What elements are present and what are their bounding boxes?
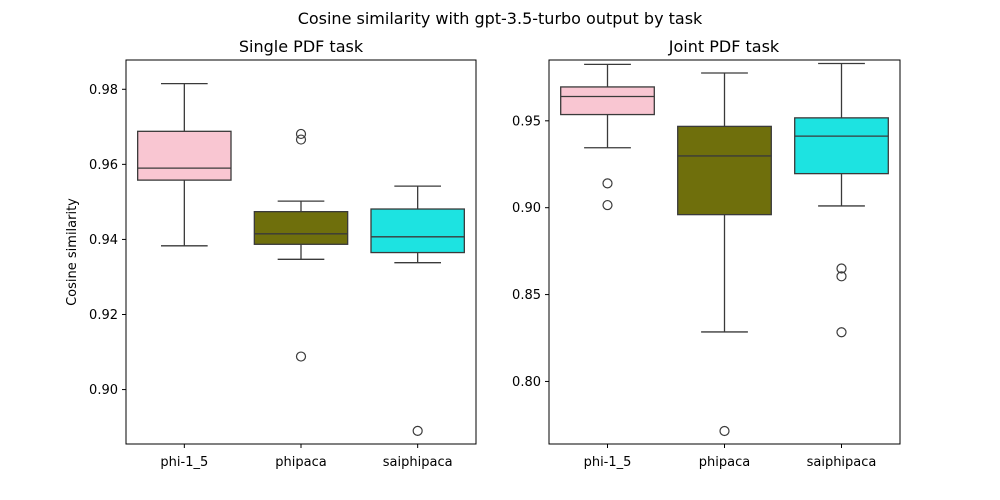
- outlier-point-phi-1-5: [602, 199, 613, 211]
- box-saiphipaca: [370, 208, 465, 254]
- y-tick-label: 0.98: [89, 83, 118, 98]
- y-tick-label: 0.92: [89, 308, 118, 323]
- x-tick-label: saiphipaca: [807, 455, 877, 470]
- box-phi-1-5: [137, 130, 232, 181]
- y-tick-label: 0.80: [512, 375, 541, 390]
- outlier-point-saiphipaca: [836, 271, 847, 282]
- plot-frame-single-pdf: [125, 59, 477, 445]
- x-tick-label: phipaca: [275, 455, 326, 470]
- x-tick-label: phi-1_5: [584, 455, 632, 470]
- y-tick-label: 0.94: [89, 233, 118, 248]
- outlier-point-saiphipaca: [412, 425, 423, 436]
- y-tick-label: 0.96: [89, 158, 118, 173]
- outlier-point-saiphipaca: [836, 263, 847, 274]
- y-axis-label: Cosine similarity: [65, 198, 80, 306]
- box-marks-joint-pdf: 0.80 0.85 0.90 0.95 phi-1_5 phipaca saiphipaca: [512, 62, 889, 470]
- plot-frame-joint-pdf: [548, 59, 901, 445]
- chart-joint-pdf: Joint PDF task 0.80 0.85 0.90 0.95 phi-1_5 ph…: [512, 37, 901, 470]
- box-phipaca: [677, 125, 772, 216]
- box-saiphipaca: [794, 117, 889, 175]
- outlier-point-phipaca: [719, 425, 730, 437]
- x-tick-label: phipaca: [699, 455, 750, 470]
- y-tick-label: 0.95: [512, 114, 541, 129]
- chart-single-pdf: Single PDF task Cosine similarity 0.900.…: [65, 37, 477, 470]
- box-phipaca: [253, 210, 349, 245]
- outlier-point-phipaca: [295, 128, 307, 140]
- chart-title-joint-pdf: Joint PDF task: [668, 37, 780, 56]
- box-phi-1-5: [560, 86, 655, 116]
- y-tick-label: 0.90: [89, 383, 118, 398]
- outlier-point-phipaca: [295, 351, 307, 362]
- y-tick-label: 0.90: [512, 201, 541, 216]
- x-tick-label: saiphipaca: [383, 455, 453, 470]
- figure-suptitle: Cosine similarity with gpt-3.5-turbo out…: [298, 9, 703, 28]
- outlier-point-phipaca: [295, 134, 307, 145]
- outlier-point-saiphipaca: [836, 327, 847, 338]
- chart-title-single-pdf: Single PDF task: [239, 37, 364, 56]
- outlier-point-phi-1-5: [602, 178, 613, 189]
- y-tick-label: 0.85: [512, 288, 541, 303]
- x-tick-label: phi-1_5: [160, 455, 208, 470]
- box-marks-single-pdf: 0.90 0.92 0.94 0.96 0.98 phi-1_5 phipaca saiphi…: [89, 83, 465, 470]
